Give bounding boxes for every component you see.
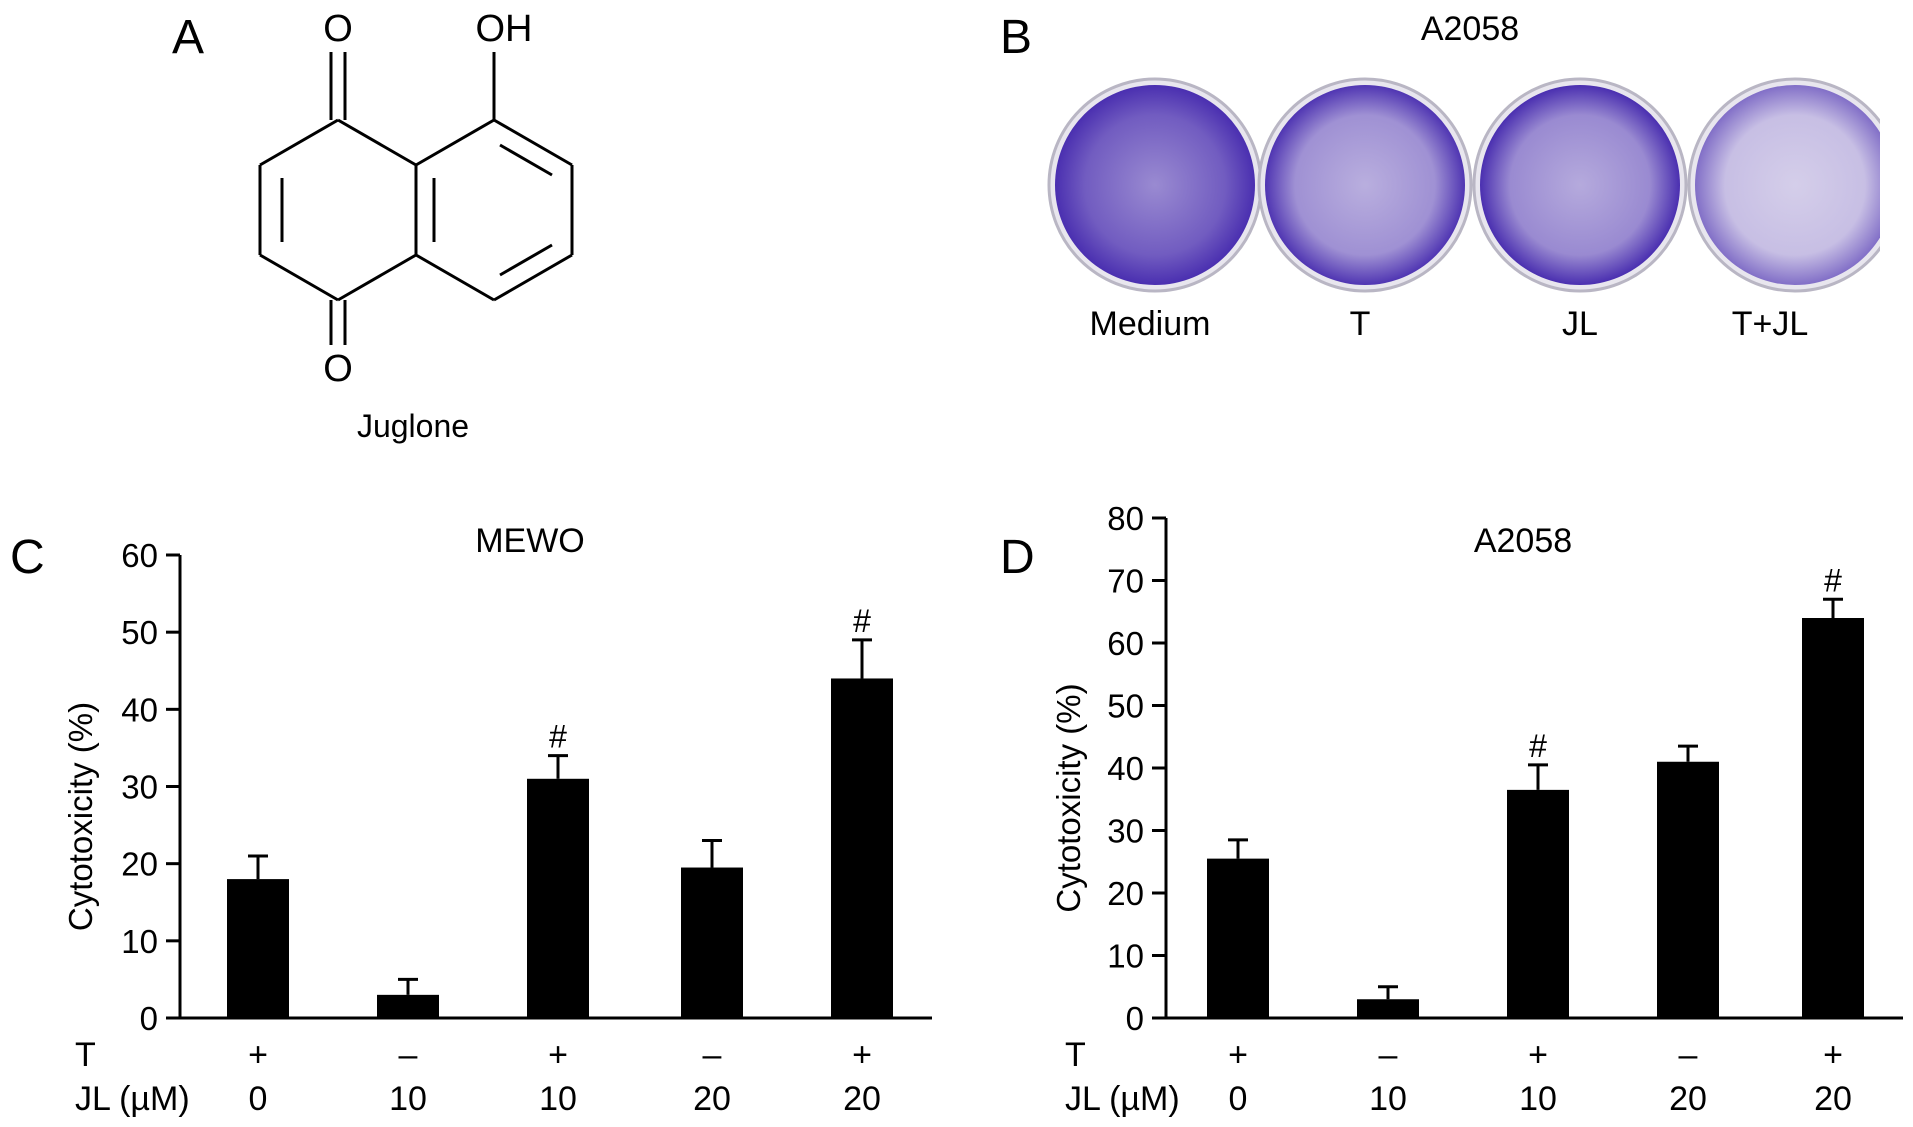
t-value-d-0: + [1228, 1036, 1248, 1074]
y-tick-label-d: 70 [1107, 563, 1144, 600]
t-value-c-2: + [548, 1036, 568, 1074]
juglone-bonds [258, 52, 574, 345]
bar-c-2 [527, 778, 589, 1018]
chart-title-d: A2058 [1474, 522, 1572, 560]
jl-value-d-3: 20 [1669, 1080, 1707, 1118]
row-label-t-d: T [1065, 1036, 1086, 1074]
plate-title: A2058 [1420, 10, 1520, 48]
y-axis-label-c: Cytotoxicity (%) [62, 702, 99, 931]
t-value-d-3: – [1679, 1036, 1698, 1074]
y-tick-label-d: 10 [1107, 938, 1144, 975]
significance-mark-d-4: # [1824, 562, 1842, 598]
row-label-jl-c: JL (µM) [75, 1080, 190, 1118]
chart-title-c: MEWO [475, 522, 585, 560]
bar-d-0 [1207, 858, 1269, 1018]
panel-letter-a: A [172, 11, 205, 64]
well-plate-photo [1047, 77, 1880, 293]
atom-o-bottom: O [323, 348, 353, 390]
t-value-c-0: + [248, 1036, 268, 1074]
bar-c-0 [227, 879, 289, 1018]
atom-o-top: O [323, 8, 353, 50]
y-tick-label-d: 0 [1126, 1000, 1144, 1037]
y-tick-label-c: 20 [121, 846, 158, 883]
y-tick-label-d: 60 [1107, 625, 1144, 662]
well-label-jl: JL [1562, 305, 1598, 343]
bar-d-1 [1357, 999, 1419, 1018]
bar-d-3 [1657, 761, 1719, 1018]
y-tick-label-c: 50 [121, 614, 158, 651]
t-value-d-4: + [1823, 1036, 1843, 1074]
chart-c: MEWO 0 10 20 30 40 50 60 Cytotoxicity (%) +0 – 10 # +… [62, 522, 932, 1118]
well-stain-jl [1480, 85, 1680, 285]
jl-value-c-3: 20 [693, 1080, 731, 1118]
t-value-d-1: – [1379, 1036, 1398, 1074]
jl-value-d-4: 20 [1814, 1080, 1852, 1118]
structure-caption: Juglone [356, 408, 470, 444]
well-stain-medium [1055, 85, 1255, 285]
panel-letter-d: D [1000, 531, 1035, 584]
row-label-jl-d: JL (µM) [1065, 1080, 1180, 1118]
chart-d: A2058 0 10 20 30 40 50 60 70 80 Cytotoxicity (%) +0… [1050, 500, 1903, 1118]
well-label-t: T [1349, 305, 1371, 343]
y-tick-label-d: 30 [1107, 813, 1144, 850]
well-stain-t [1265, 85, 1465, 285]
jl-value-c-4: 20 [843, 1080, 881, 1118]
well-label-t-jl: T+JL [1731, 305, 1809, 343]
jl-value-c-0: 0 [249, 1080, 268, 1118]
t-value-d-2: + [1528, 1036, 1548, 1074]
y-tick-label-d: 80 [1107, 500, 1144, 537]
t-value-c-1: – [399, 1036, 418, 1074]
bar-d-2 [1507, 789, 1569, 1018]
y-tick-label-d: 40 [1107, 750, 1144, 787]
y-tick-label-d: 20 [1107, 875, 1144, 912]
significance-mark-c-4: # [853, 603, 871, 639]
well-stain-t-jl [1695, 85, 1880, 285]
y-tick-label-c: 10 [121, 923, 158, 960]
jl-value-c-2: 10 [539, 1080, 577, 1118]
bar-c-1 [377, 994, 439, 1018]
panel-letter-b: B [1000, 11, 1033, 64]
jl-value-d-0: 0 [1229, 1080, 1248, 1118]
y-tick-label-c: 30 [121, 769, 158, 806]
well-label-medium: Medium [1089, 305, 1211, 343]
y-tick-label-c: 40 [121, 691, 158, 728]
y-axis-label-d: Cytotoxicity (%) [1050, 683, 1087, 912]
y-tick-label-c: 0 [140, 1000, 158, 1037]
panel-letter-c: C [10, 531, 45, 584]
row-label-t-c: T [75, 1036, 96, 1074]
juglone-structure [258, 52, 574, 345]
jl-value-c-1: 10 [389, 1080, 427, 1118]
t-value-c-3: – [703, 1036, 722, 1074]
atom-oh: OH [475, 8, 533, 50]
t-value-c-4: + [852, 1036, 872, 1074]
y-tick-label-c: 60 [121, 537, 158, 574]
bar-c-4 [831, 678, 893, 1018]
significance-mark-c-2: # [549, 719, 567, 755]
bar-d-4 [1802, 618, 1864, 1018]
bar-c-3 [681, 867, 743, 1018]
jl-value-d-2: 10 [1519, 1080, 1557, 1118]
y-tick-label-d: 50 [1107, 688, 1144, 725]
significance-mark-d-2: # [1529, 728, 1547, 764]
jl-value-d-1: 10 [1369, 1080, 1407, 1118]
